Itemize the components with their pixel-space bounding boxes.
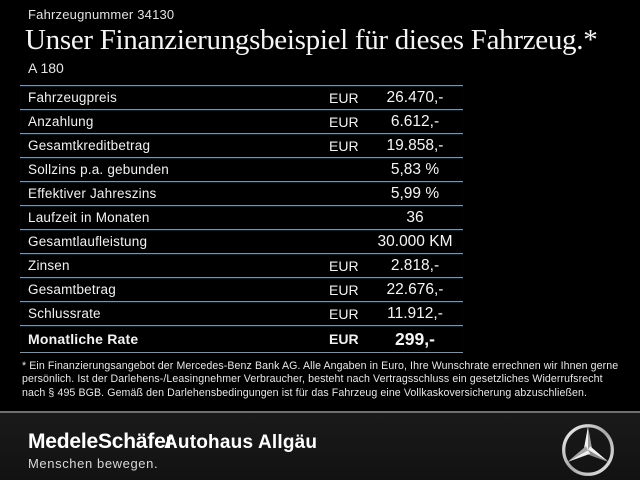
row-currency: EUR <box>329 113 359 130</box>
table-row: Gesamtbetrag EUR 22.676,- <box>20 277 463 301</box>
row-value: 36 <box>406 208 424 226</box>
table-row: Laufzeit in Monaten 36 <box>20 205 463 229</box>
table-row-monthly-rate: Monatliche Rate EUR 299,- <box>20 325 463 352</box>
table-row: Effektiver Jahreszins 5,99 % <box>20 181 463 205</box>
table-row: Gesamtkreditbetrag EUR 19.858,- <box>20 133 463 157</box>
row-value: 30.000 KM <box>377 232 453 250</box>
row-value: 19.858,- <box>386 136 444 154</box>
row-value: 5,99 % <box>390 184 440 202</box>
table-row: Sollzins p.a. gebunden 5,83 % <box>20 157 463 181</box>
table-row: Anzahlung EUR 6.612,- <box>20 109 463 133</box>
row-label: Laufzeit in Monaten <box>28 210 150 225</box>
model-name: A 180 <box>28 60 64 76</box>
finance-table: Fahrzeugpreis EUR 26.470,- Anzahlung EUR… <box>20 85 463 353</box>
table-row: Fahrzeugpreis EUR 26.470,- <box>20 85 463 109</box>
row-label: Effektiver Jahreszins <box>28 186 157 201</box>
row-label: Anzahlung <box>28 114 94 129</box>
row-label: Zinsen <box>28 258 70 273</box>
footer-bar: MedeleSchäfer Autohaus Allgäu Menschen b… <box>0 411 640 480</box>
row-currency: EUR <box>329 331 359 347</box>
row-currency: EUR <box>329 257 359 274</box>
row-currency: EUR <box>329 305 359 322</box>
row-value: 2.818,- <box>390 256 440 274</box>
row-value: 11.912,- <box>387 304 443 322</box>
row-label: Monatliche Rate <box>28 331 139 347</box>
row-label: Gesamtbetrag <box>28 282 116 297</box>
row-value: 299,- <box>395 328 435 349</box>
row-label: Gesamtlaufleistung <box>28 234 148 249</box>
legal-footnote: * Ein Finanzierungsangebot der Mercedes-… <box>22 360 619 399</box>
mercedes-star-icon <box>562 424 614 476</box>
page-title: Unser Finanzierungsbeispiel für dieses F… <box>25 24 598 56</box>
row-value: 5,83 % <box>390 160 440 178</box>
table-row: Gesamtlaufleistung 30.000 KM <box>20 229 463 253</box>
table-row: Schlussrate EUR 11.912,- <box>20 301 463 325</box>
dealer-logo-medele-schaefer: MedeleSchäfer <box>28 430 174 453</box>
row-label: Gesamtkreditbetrag <box>28 138 151 153</box>
table-row: Zinsen EUR 2.818,- <box>20 253 463 277</box>
row-value: 6.612,- <box>390 112 440 130</box>
row-value: 26.470,- <box>386 88 444 106</box>
row-currency: EUR <box>329 281 359 298</box>
vehicle-number: Fahrzeugnummer 34130 <box>28 7 175 22</box>
row-value: 22.676,- <box>386 280 444 298</box>
dealer-logo-autohaus-allgaeu: Autohaus Allgäu <box>164 432 318 453</box>
dealer-tagline: Menschen bewegen. <box>28 456 159 471</box>
row-currency: EUR <box>329 89 359 106</box>
row-label: Fahrzeugpreis <box>28 90 117 105</box>
row-currency: EUR <box>329 137 359 154</box>
row-label: Schlussrate <box>28 306 101 321</box>
row-label: Sollzins p.a. gebunden <box>28 162 170 177</box>
